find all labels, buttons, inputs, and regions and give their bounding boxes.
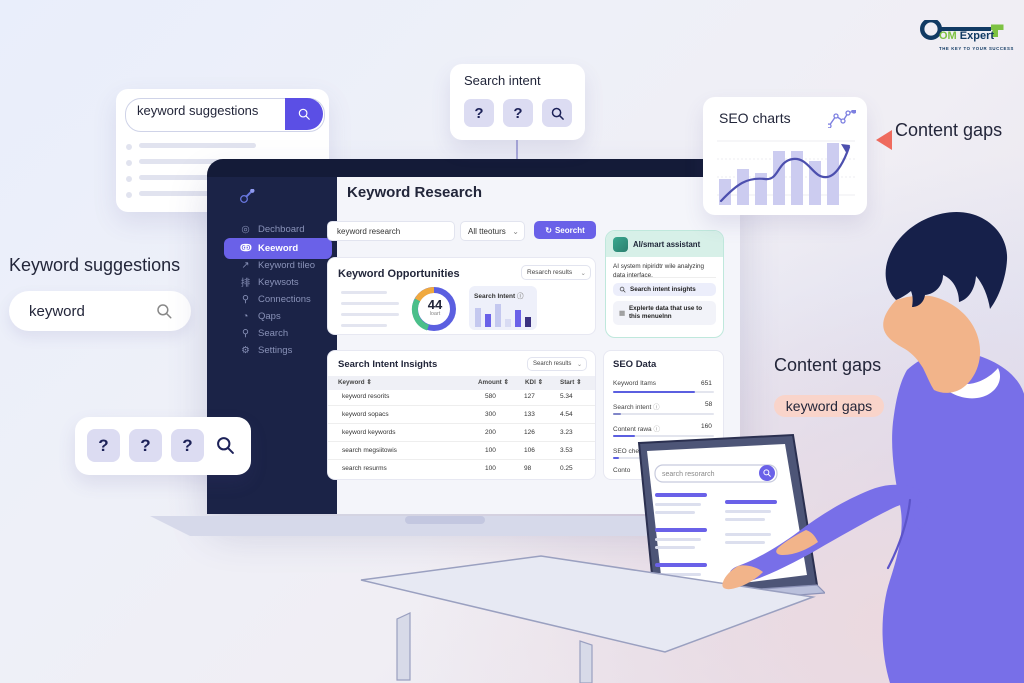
svg-text:search resorarch: search resorarch bbox=[662, 471, 715, 478]
